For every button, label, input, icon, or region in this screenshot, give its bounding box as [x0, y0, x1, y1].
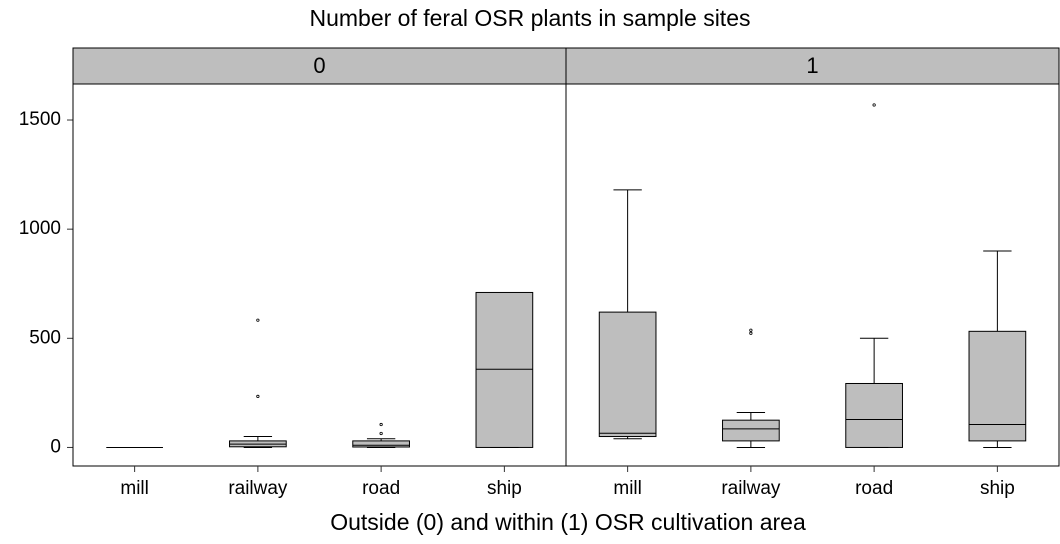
y-tick-label: 1000 — [19, 218, 61, 239]
x-tick-label: mill — [120, 478, 149, 499]
outlier — [872, 103, 876, 107]
box — [722, 419, 780, 442]
outlier — [749, 331, 753, 335]
x-tick-label: ship — [980, 478, 1015, 499]
chart-title: Number of feral OSR plants in sample sit… — [309, 5, 750, 31]
y-tick-label: 0 — [50, 436, 61, 457]
strip-label: 0 — [313, 53, 325, 78]
strip — [565, 47, 1060, 85]
y-tick-label: 500 — [29, 327, 61, 348]
strip — [72, 47, 567, 85]
outlier — [379, 431, 383, 436]
y-tick-label: 1500 — [19, 109, 61, 130]
box — [352, 440, 410, 448]
panel — [565, 83, 1060, 467]
outlier — [256, 394, 260, 398]
box — [845, 382, 903, 448]
strip-label: 1 — [806, 53, 818, 78]
x-tick-label: railway — [721, 478, 781, 499]
x-axis-label: Outside (0) and within (1) OSR cultivati… — [330, 509, 806, 535]
outlier — [749, 328, 753, 332]
x-tick-label: road — [362, 478, 400, 499]
x-tick-label: road — [855, 478, 893, 499]
box — [968, 330, 1027, 442]
box — [475, 291, 534, 448]
outlier — [379, 422, 383, 427]
x-tick-label: railway — [228, 478, 288, 499]
outlier — [256, 318, 260, 322]
x-tick-label: mill — [613, 478, 642, 499]
box — [598, 311, 657, 438]
x-tick-label: ship — [487, 478, 522, 499]
